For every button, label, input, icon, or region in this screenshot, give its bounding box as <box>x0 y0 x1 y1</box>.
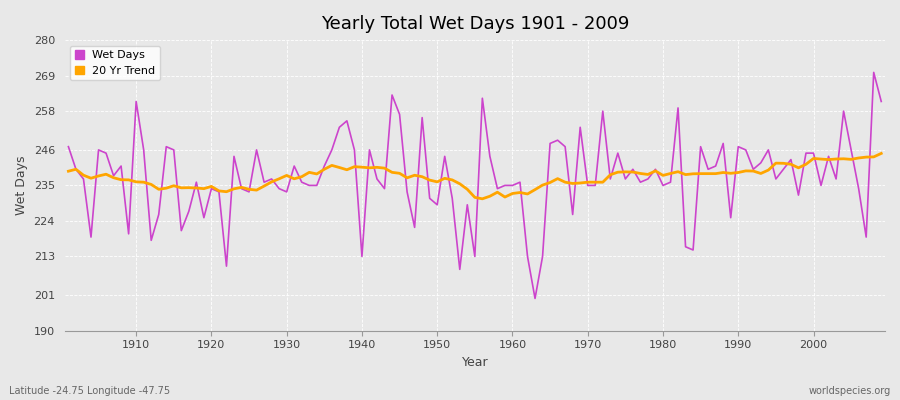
20 Yr Trend <box>63 169 74 174</box>
Text: Latitude -24.75 Longitude -47.75: Latitude -24.75 Longitude -47.75 <box>9 386 170 396</box>
20 Yr Trend <box>334 165 345 170</box>
Wet Days <box>123 232 134 236</box>
X-axis label: Year: Year <box>462 356 488 369</box>
Wet Days <box>507 183 517 188</box>
Wet Days <box>334 125 345 130</box>
Wet Days <box>529 296 540 301</box>
20 Yr Trend <box>605 172 616 177</box>
Wet Days <box>500 183 510 188</box>
20 Yr Trend <box>507 191 517 196</box>
Wet Days <box>868 70 879 75</box>
Legend: Wet Days, 20 Yr Trend: Wet Days, 20 Yr Trend <box>70 46 160 80</box>
Text: worldspecies.org: worldspecies.org <box>809 386 891 396</box>
20 Yr Trend <box>289 176 300 181</box>
Wet Days <box>876 99 886 104</box>
Line: 20 Yr Trend: 20 Yr Trend <box>68 154 881 199</box>
20 Yr Trend <box>477 196 488 201</box>
Wet Days <box>289 164 300 168</box>
20 Yr Trend <box>515 190 526 195</box>
Title: Yearly Total Wet Days 1901 - 2009: Yearly Total Wet Days 1901 - 2009 <box>320 15 629 33</box>
Line: Wet Days: Wet Days <box>68 72 881 298</box>
Y-axis label: Wet Days: Wet Days <box>15 156 28 215</box>
20 Yr Trend <box>123 178 134 182</box>
Wet Days <box>63 144 74 149</box>
Wet Days <box>605 176 616 181</box>
20 Yr Trend <box>876 151 886 156</box>
